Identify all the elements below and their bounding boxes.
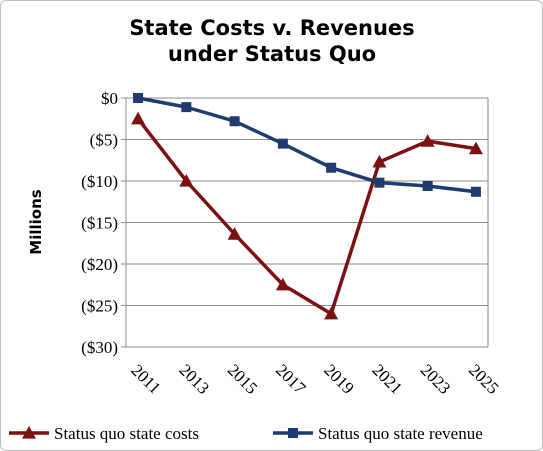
y-tick-label-1: ($5) bbox=[90, 131, 118, 150]
series-1-point-2 bbox=[229, 116, 240, 127]
x-tick-label-7: 2025 bbox=[465, 360, 502, 397]
series-0-point-1 bbox=[179, 174, 194, 187]
series-1-point-0 bbox=[133, 93, 144, 103]
series-0-point-7 bbox=[468, 141, 483, 155]
series-1-line bbox=[137, 96, 477, 194]
legend-item-0: Status quo state costs bbox=[9, 424, 199, 443]
chart-title-line-1: State Costs v. Revenues bbox=[129, 16, 414, 40]
series-0-point-0 bbox=[131, 111, 146, 125]
y-tick-labels: $0 ($5) ($10) ($15) ($20) ($25) ($30) bbox=[81, 89, 118, 357]
x-tick-label-1: 2013 bbox=[175, 360, 212, 397]
legend-swatch-marker-1 bbox=[288, 428, 298, 438]
series-1-point-5 bbox=[374, 177, 385, 188]
series-0-point-4 bbox=[324, 306, 339, 320]
legend: Status quo state costs Status quo state r… bbox=[9, 424, 483, 443]
x-tick-label-2: 2015 bbox=[224, 360, 261, 397]
legend-swatch-marker-0 bbox=[22, 426, 36, 439]
x-tick-labels: 2011 2013 2015 2017 2019 2021 2023 2025 bbox=[127, 360, 502, 398]
legend-label-0: Status quo state costs bbox=[54, 424, 199, 443]
y-tick-label-0: $0 bbox=[101, 89, 118, 108]
series-0 bbox=[131, 111, 483, 320]
x-tick-label-4: 2019 bbox=[320, 360, 357, 397]
gridlines bbox=[121, 97, 489, 348]
series-0-line bbox=[136, 117, 477, 316]
legend-item-1: Status quo state revenue bbox=[273, 424, 483, 443]
series-1-point-3 bbox=[277, 138, 288, 149]
y-tick-label-2: ($10) bbox=[81, 172, 118, 191]
series-1-point-1 bbox=[181, 102, 192, 113]
y-tick-label-6: ($30) bbox=[81, 338, 118, 357]
legend-label-1: Status quo state revenue bbox=[318, 424, 483, 443]
y-axis-label: Millions bbox=[27, 189, 45, 254]
series-0-point-5 bbox=[372, 154, 387, 168]
x-tick-label-5: 2021 bbox=[369, 360, 406, 397]
series-1 bbox=[133, 93, 481, 197]
series bbox=[131, 93, 483, 320]
y-tick-label-5: ($25) bbox=[81, 297, 118, 316]
x-tick-label-6: 2023 bbox=[417, 360, 454, 397]
x-tick-label-0: 2011 bbox=[127, 361, 164, 398]
series-0-point-3 bbox=[275, 277, 290, 291]
y-tick-label-3: ($15) bbox=[81, 214, 118, 233]
chart-title-line-2: under Status Quo bbox=[168, 42, 376, 66]
series-0-point-6 bbox=[420, 134, 435, 147]
y-tick-label-4: ($20) bbox=[81, 255, 118, 274]
x-tick-label-3: 2017 bbox=[272, 360, 310, 398]
series-1-point-4 bbox=[326, 162, 337, 173]
series-1-point-7 bbox=[470, 186, 481, 197]
series-0-point-2 bbox=[227, 227, 242, 240]
series-1-point-6 bbox=[422, 180, 433, 191]
